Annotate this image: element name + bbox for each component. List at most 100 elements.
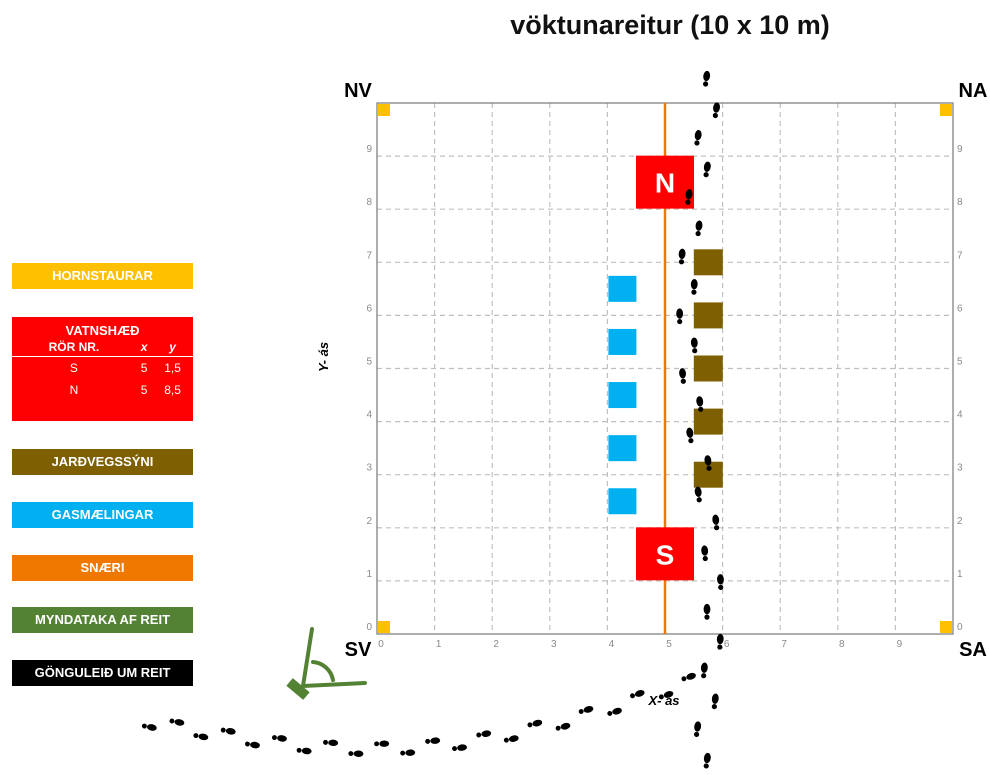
footprint: [451, 743, 468, 753]
footprint: [475, 729, 492, 739]
corner-stake: [940, 104, 952, 116]
footprint: [554, 721, 572, 732]
footprint: [690, 337, 699, 354]
footprint: [220, 726, 237, 736]
x-tick-label: 8: [839, 639, 845, 650]
tube-n-label: N: [69, 383, 79, 397]
x-tick-label: 4: [609, 639, 615, 650]
x-axis-label: X- ás: [647, 693, 679, 708]
y-tick-label: 9: [366, 144, 372, 155]
y-tick-label-right: 2: [957, 516, 963, 527]
soil-sample-marker: [693, 408, 723, 435]
soil-sample-marker: [693, 249, 723, 276]
legend-hornstaurar: HORNSTAURAR: [12, 263, 193, 289]
footprint: [424, 737, 441, 745]
tube-s-y: 1,5: [152, 356, 193, 379]
x-tick-label: 7: [781, 639, 787, 650]
gas-measurement-marker: [608, 275, 637, 302]
y-tick-label: 1: [366, 569, 372, 580]
footprint: [702, 161, 712, 178]
diagram-title: vöktunareitur (10 x 10 m): [510, 10, 830, 40]
footprint: [577, 704, 595, 716]
water-tube-marker: [636, 155, 694, 209]
footprint: [680, 671, 697, 683]
y-tick-label: 3: [366, 463, 372, 474]
x-tick-label: 0: [378, 639, 384, 650]
legend-snaeri: SNÆRI: [12, 555, 193, 581]
y-tick-label-right: 0: [957, 622, 963, 633]
tube-n-x: 5: [140, 383, 148, 397]
footprint: [701, 70, 711, 88]
footprint: [710, 693, 720, 710]
footprint: [703, 603, 711, 620]
y-tick-label-right: 1: [957, 569, 963, 580]
corner-stake: [378, 104, 390, 116]
x-tick-label: 9: [897, 639, 903, 650]
corner-stake: [940, 621, 952, 633]
footprint: [678, 367, 687, 385]
tube-s-label: S: [12, 356, 136, 379]
y-tick-label: 0: [366, 622, 372, 633]
footprint: [629, 688, 646, 700]
corner-se: SA: [959, 639, 987, 661]
y-tick-label-right: 4: [957, 410, 963, 421]
footprint: [296, 746, 312, 755]
footprint: [702, 752, 712, 769]
footprint: [168, 717, 185, 727]
soil-sample-marker: [693, 302, 723, 329]
y-tick-label-right: 9: [957, 144, 963, 155]
footprint: [700, 662, 709, 679]
y-tick-label-right: 3: [957, 463, 963, 474]
footprint: [700, 545, 709, 562]
y-tick-label-right: 5: [957, 357, 963, 368]
col-header-y: y: [169, 340, 176, 354]
legend-myndataka: MYNDATAKA AF REIT: [12, 607, 193, 633]
footprint: [526, 718, 543, 729]
plot-markers: SN: [378, 103, 952, 634]
vatnshaed-table: RÖR NR. x y S 5 1,5 N 5 8,5: [12, 338, 193, 401]
legend-gongulei: GÖNGULEIÐ UM REIT: [12, 660, 193, 686]
y-tick-label-right: 7: [957, 250, 963, 261]
corner-sw: SV: [345, 639, 372, 661]
col-header-tube: RÖR NR.: [48, 340, 100, 354]
footprint: [192, 731, 209, 741]
tube-s-x: 5: [135, 356, 153, 379]
y-tick-label: 8: [366, 197, 372, 208]
x-tick-label: 1: [436, 639, 442, 650]
soil-sample-marker: [693, 355, 723, 382]
footprint: [693, 129, 703, 147]
footprint: [716, 633, 724, 650]
footprint: [271, 734, 288, 743]
water-tube-label: S: [656, 539, 675, 570]
corner-stake: [378, 621, 390, 633]
y-tick-label-right: 6: [957, 303, 963, 314]
corner-ne: NA: [959, 80, 988, 102]
gas-measurement-marker: [608, 435, 637, 462]
footprint: [692, 720, 702, 738]
camera-tripod-icon: [286, 627, 367, 700]
footprint: [400, 749, 416, 757]
col-header-x: x: [140, 340, 148, 354]
y-axis-label: Y- ás: [316, 342, 331, 372]
footprint: [322, 739, 339, 747]
footprint: [374, 740, 390, 748]
gas-measurement-marker: [608, 488, 637, 515]
y-tick-label: 6: [366, 303, 372, 314]
footprint: [694, 486, 703, 503]
legend-gasmaelingar: GASMÆLINGAR: [12, 502, 193, 528]
footprint: [503, 734, 520, 744]
soil-sample-marker: [693, 461, 723, 488]
y-tick-label-right: 8: [957, 197, 963, 208]
y-tick-label: 2: [366, 516, 372, 527]
footprint: [694, 220, 703, 237]
legend-jardvegssyni: JARÐVEGSSÝNI: [12, 449, 193, 475]
vatnshaed-title: VATNSHÆÐ: [65, 323, 140, 338]
footprints-icon: [141, 671, 697, 758]
footprint: [711, 101, 721, 119]
gas-measurement-marker: [608, 382, 637, 409]
water-tube-label: N: [655, 168, 675, 199]
footprint: [716, 574, 725, 591]
footprint: [690, 278, 698, 295]
x-tick-label: 5: [666, 639, 672, 650]
